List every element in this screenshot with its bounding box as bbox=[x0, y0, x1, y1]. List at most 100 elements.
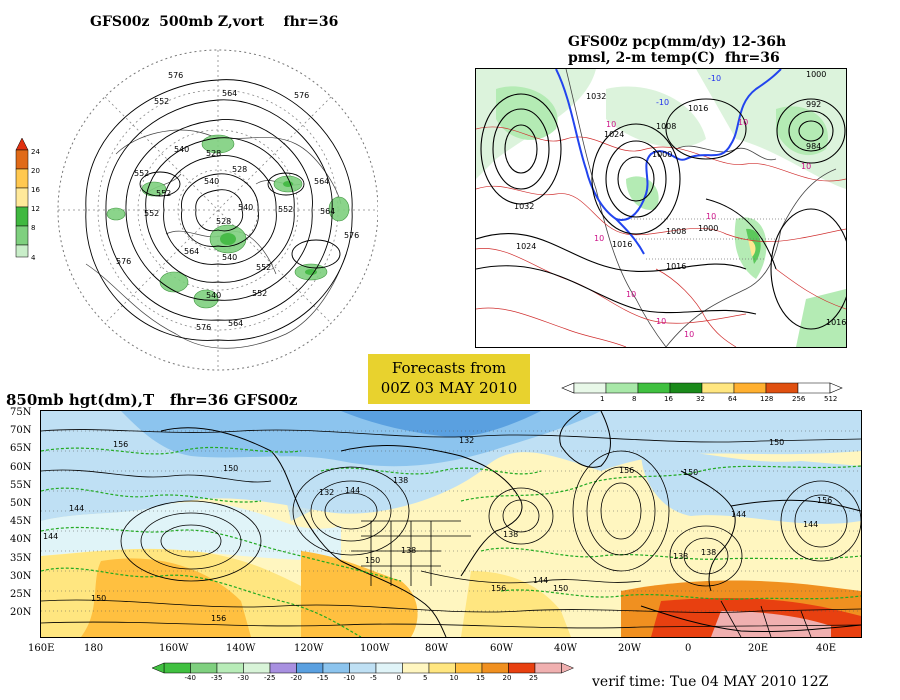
precip-temp-label: 10 bbox=[738, 118, 748, 127]
h850-contour-label: 150 bbox=[223, 464, 238, 473]
h850-colorbar-swatch bbox=[269, 662, 297, 674]
h850-contour-label: 150 bbox=[91, 594, 106, 603]
precip-temp-label: 10 bbox=[626, 290, 636, 299]
vort500-contour-label: 540 bbox=[206, 291, 221, 300]
precip-map: 1000 1032 1016 1024 1008 1000 992 1032 1024 1016 1… bbox=[475, 68, 847, 348]
h850-lat-label: 60N bbox=[10, 461, 32, 473]
precip-title-line1: GFS00z pcp(mm/dy) 12-36h bbox=[568, 34, 787, 50]
precip-temp-label: 10 bbox=[656, 317, 666, 326]
h850-contour-label: 138 bbox=[701, 548, 716, 557]
h850-lon-label: 40E bbox=[816, 643, 837, 654]
precip-temp-label: 10 bbox=[606, 120, 616, 129]
h850-colorbar-tick: -40 bbox=[184, 674, 196, 682]
h850-contour-label: 138 bbox=[503, 530, 518, 539]
h850-lat-label: 50N bbox=[10, 498, 32, 509]
h850-colorbar-swatch bbox=[375, 662, 403, 674]
precip-pressure-label: 1016 bbox=[666, 262, 686, 271]
h850-colorbar-tick: 25 bbox=[529, 674, 538, 682]
precip-colorbar-swatch bbox=[701, 382, 735, 394]
h850-lon-label: 120W bbox=[294, 643, 324, 654]
precip-pressure-label: 1024 bbox=[604, 130, 624, 139]
vort500-contour-label: 564 bbox=[320, 207, 335, 216]
h850-lat-label: 65N bbox=[10, 443, 32, 455]
vort500-contour-label: 564 bbox=[314, 177, 329, 186]
vort500-contour-label: 528 bbox=[232, 165, 247, 174]
h850-lon-label: 80W bbox=[425, 643, 449, 654]
vort500-contour-label: 552 bbox=[278, 205, 293, 214]
precip-temp-label: 10 bbox=[684, 330, 694, 339]
h850-map: 156 150 144 144 150 156 132 138 144 150 156 138 132 1… bbox=[40, 410, 862, 638]
vort500-contour-label: 552 bbox=[134, 169, 149, 178]
precip-temp-label: -10 bbox=[708, 74, 721, 83]
vort500-contour-label: 576 bbox=[294, 91, 309, 100]
h850-colorbar-swatch bbox=[428, 662, 456, 674]
precip-pressure-label: 984 bbox=[806, 142, 821, 151]
precip-pressure-label: 1008 bbox=[666, 227, 686, 236]
h850-colorbar-swatch bbox=[216, 662, 244, 674]
h850-colorbar-swatch bbox=[163, 662, 191, 674]
h850-colorbar-swatch bbox=[481, 662, 509, 674]
h850-colorbar-swatch bbox=[243, 662, 271, 674]
h850-lon-label: 100W bbox=[360, 643, 390, 654]
h850-contour-label: 150 bbox=[683, 468, 698, 477]
h850-colorbar-swatch bbox=[508, 662, 536, 674]
vort500-colorbar-tick: 20 bbox=[31, 167, 40, 175]
vort500-contour-label: 576 bbox=[196, 323, 211, 332]
h850-contour-label: 144 bbox=[731, 510, 746, 519]
precip-pressure-label: 1008 bbox=[656, 122, 676, 131]
vort500-contour-label: 552 bbox=[154, 97, 169, 106]
precip-pressure-label: 1000 bbox=[652, 150, 672, 159]
precip-colorbar-tick: 16 bbox=[664, 395, 673, 403]
precip-colorbar-arrow-right bbox=[829, 382, 843, 394]
precip-title-line2: pmsl, 2-m temp(C) fhr=36 bbox=[568, 50, 780, 66]
h850-colorbar-tick: -10 bbox=[343, 674, 355, 682]
vort500-contour-label: 540 bbox=[204, 177, 219, 186]
h850-lat-label: 40N bbox=[10, 534, 32, 546]
precip-pressure-label: 1016 bbox=[826, 318, 846, 327]
vort500-contour-label: 552 bbox=[156, 189, 171, 198]
h850-contour-label: 138 bbox=[401, 546, 416, 555]
h850-contour-label: 156 bbox=[491, 584, 506, 593]
h850-contour-label: 138 bbox=[393, 476, 408, 485]
h850-lat-label: 70N bbox=[10, 425, 32, 437]
h850-contour-label: 132 bbox=[459, 436, 474, 445]
vort500-contour-label: 576 bbox=[344, 231, 359, 240]
vort500-contour-label: 540 bbox=[238, 203, 253, 212]
precip-pressure-label: 1016 bbox=[688, 104, 708, 113]
h850-lon-label: 140W bbox=[226, 643, 256, 654]
precip-pressure-label: 1032 bbox=[586, 92, 606, 101]
h850-colorbar-swatch bbox=[190, 662, 218, 674]
precip-colorbar-swatch bbox=[669, 382, 703, 394]
vort500-polar-map: 576 564 552 540 528 576 552 540 528 564 552 540 552 5… bbox=[56, 34, 379, 379]
precip-temp-label: -10 bbox=[656, 98, 669, 107]
vort500-contour-label: 564 bbox=[184, 247, 199, 256]
h850-lat-label: 55N bbox=[10, 479, 32, 491]
precip-colorbar: 1 8 16 32 64 128 256 512 bbox=[560, 380, 850, 404]
precip-colorbar-tick: 128 bbox=[760, 395, 774, 403]
precip-pressure-label: 992 bbox=[806, 100, 821, 109]
h850-colorbar-swatch bbox=[402, 662, 430, 674]
vort500-colorbar: 24 20 16 12 8 4 bbox=[14, 134, 54, 264]
precip-colorbar-tick: 1 bbox=[600, 395, 605, 403]
vort500-colorbar-tick: 24 bbox=[31, 148, 40, 156]
h850-colorbar-tick: 5 bbox=[423, 674, 428, 682]
h850-colorbar-arrow-left bbox=[151, 662, 165, 674]
vort500-contour-label: 576 bbox=[168, 71, 183, 80]
h850-lon-label: 20W bbox=[618, 643, 642, 654]
vort500-colorbar-tick: 16 bbox=[31, 186, 40, 194]
vort500-colorbar-tick: 12 bbox=[31, 205, 40, 213]
h850-colorbar-tick: 20 bbox=[502, 674, 512, 682]
h850-colorbar-tick: -15 bbox=[317, 674, 329, 682]
precip-colorbar-tick: 64 bbox=[728, 395, 737, 403]
h850-colorbar: -40 -35 -30 -25 -20 -15 -10 -5 0 5 10 15 20 25 bbox=[150, 660, 590, 696]
precip-pressure-label: 1016 bbox=[612, 240, 632, 249]
vort500-contour-label: 552 bbox=[144, 209, 159, 218]
h850-lat-label: 35N bbox=[10, 552, 32, 564]
h850-contour-label: 132 bbox=[319, 488, 334, 497]
h850-contour-label: 150 bbox=[553, 584, 568, 593]
vort500-contour-label: 564 bbox=[228, 319, 243, 328]
h850-contour-label: 144 bbox=[803, 520, 818, 529]
h850-colorbar-tick: 15 bbox=[476, 674, 485, 682]
h850-contour-label: 150 bbox=[769, 438, 784, 447]
precip-temp-label: 10 bbox=[706, 212, 716, 221]
